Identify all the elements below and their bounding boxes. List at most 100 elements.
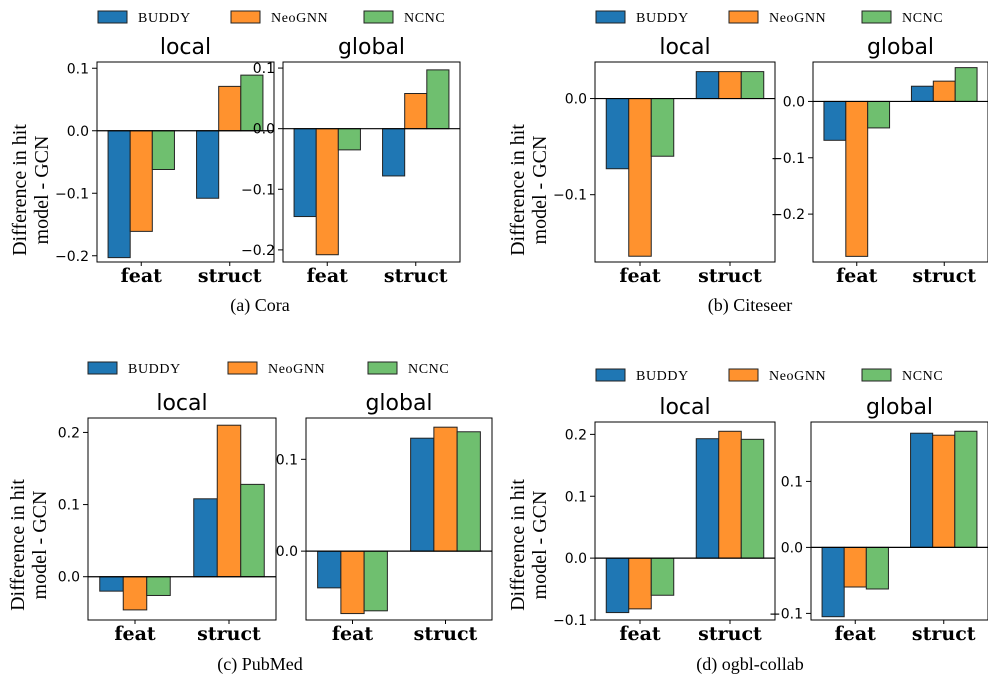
- panel-local: local 0.2 0.1 0.0 −0.1 feat struct: [553, 395, 776, 645]
- legend-swatch: [861, 368, 892, 382]
- bar-buddy-feat: [99, 576, 124, 592]
- y-tick-label: 0.1: [781, 474, 803, 490]
- legend-swatch: [227, 361, 258, 375]
- y-tick-label: −0.1: [769, 606, 803, 622]
- y-tick-label: 0.1: [58, 498, 80, 514]
- y-axis-label-line: Difference in hit: [507, 124, 529, 256]
- legend-swatch: [861, 10, 892, 24]
- bar-ncnc-struct: [740, 71, 765, 100]
- legend-swatch: [367, 361, 398, 375]
- legend-swatch: [230, 10, 261, 24]
- legend-label: BUDDY: [636, 369, 689, 384]
- y-axis-label-line: Difference in hit: [7, 479, 29, 611]
- bar-neognn-struct: [718, 71, 742, 100]
- panel-global: global 0.0 −0.1 −0.2 feat struct: [771, 35, 988, 287]
- bar-ncnc-feat: [865, 546, 889, 590]
- axes-frame: [87, 417, 277, 621]
- y-tick-label: −0.2: [241, 243, 275, 259]
- panel-title: local: [156, 391, 207, 416]
- x-tick-label: feat: [619, 623, 661, 645]
- bar-neognn-struct: [433, 426, 458, 552]
- legend-swatch: [97, 10, 128, 24]
- y-tick-label: 0.0: [565, 92, 587, 108]
- bar-buddy-struct: [695, 71, 720, 100]
- y-tick-label: 0.2: [58, 425, 80, 441]
- x-tick-label: feat: [121, 265, 163, 287]
- bar-neognn-struct: [932, 80, 956, 102]
- bar-ncnc-feat: [146, 576, 171, 596]
- axes-frame: [305, 417, 493, 621]
- bar-buddy-struct: [910, 432, 934, 548]
- y-axis-label-line: Difference in hit: [9, 124, 31, 256]
- x-tick-label: struct: [198, 265, 262, 287]
- bar-neognn-feat: [122, 576, 148, 611]
- legend-label: BUDDY: [138, 11, 191, 26]
- bar-buddy-struct: [695, 438, 720, 559]
- y-tick-label: 0.0: [253, 122, 275, 138]
- x-tick-label: feat: [619, 265, 661, 287]
- bar-buddy-feat: [107, 130, 131, 259]
- legend-swatch: [595, 368, 626, 382]
- legend-swatch: [728, 368, 759, 382]
- y-tick-label: 0.0: [781, 540, 803, 556]
- subfigure-2: BUDDY NeoGNN NCNC Difference in hitmodel - …: [7, 361, 493, 675]
- bar-neognn-struct: [932, 434, 956, 548]
- bar-neognn-feat: [628, 98, 652, 257]
- y-tick-label: −0.1: [241, 182, 275, 198]
- bar-ncnc-feat: [650, 98, 675, 157]
- axes-frame: [810, 421, 988, 621]
- figure-caption: (d) ogbl-collab: [696, 654, 803, 675]
- y-tick-label: −0.2: [771, 207, 805, 223]
- axes-frame: [282, 61, 461, 263]
- subfigure-0: BUDDY NeoGNN NCNC Difference in hitmodel - …: [9, 10, 461, 316]
- y-axis-label-line: model - GCN: [29, 491, 51, 600]
- x-tick-label: feat: [332, 623, 374, 645]
- x-tick-label: feat: [114, 623, 156, 645]
- y-tick-label: 0.0: [276, 544, 298, 560]
- bar-buddy-feat: [293, 128, 317, 218]
- y-tick-label: −0.1: [553, 188, 587, 204]
- bar-ncnc-struct: [426, 69, 450, 130]
- bar-neognn-struct: [216, 424, 242, 578]
- y-axis-label: Difference in hitmodel - GCN: [507, 479, 551, 611]
- legend-label: NCNC: [404, 11, 445, 26]
- bar-ncnc-struct: [240, 483, 265, 578]
- panel-title: local: [659, 395, 710, 420]
- bar-neognn-struct: [218, 85, 242, 132]
- legend-label: BUDDY: [128, 362, 181, 377]
- bar-ncnc-struct: [954, 67, 978, 102]
- legend-label: NeoGNN: [271, 11, 328, 26]
- y-tick-label: −0.1: [771, 151, 805, 167]
- figure-caption: (b) Citeseer: [708, 295, 792, 316]
- bar-ncnc-feat: [151, 130, 175, 170]
- panel-global: global 0.1 0.0 feat struct: [276, 391, 493, 645]
- legend-label: NCNC: [408, 362, 449, 377]
- legend-swatch: [87, 361, 118, 375]
- bar-ncnc-struct: [456, 431, 481, 552]
- bar-buddy-feat: [823, 100, 847, 141]
- x-tick-label: struct: [197, 623, 261, 645]
- panel-title: global: [866, 395, 933, 420]
- y-tick-label: 0.1: [276, 452, 298, 468]
- legend-label: NCNC: [902, 369, 943, 384]
- x-tick-label: feat: [835, 623, 877, 645]
- legend-label: NeoGNN: [769, 369, 826, 384]
- x-tick-label: feat: [307, 265, 349, 287]
- y-axis-label: Difference in hitmodel - GCN: [7, 479, 51, 611]
- y-tick-label: 0.0: [783, 94, 805, 110]
- bar-ncnc-struct: [740, 438, 765, 559]
- panel-title: global: [365, 391, 432, 416]
- x-tick-label: struct: [698, 265, 762, 287]
- y-tick-label: −0.1: [55, 186, 89, 202]
- y-axis-label-line: model - GCN: [529, 136, 551, 245]
- bar-buddy-feat: [821, 546, 845, 618]
- y-axis-label: Difference in hitmodel - GCN: [507, 124, 551, 256]
- legend-label: BUDDY: [636, 11, 689, 26]
- y-axis-label: Difference in hitmodel - GCN: [9, 124, 53, 256]
- y-tick-label: 0.1: [67, 61, 89, 77]
- bar-ncnc-feat: [363, 550, 388, 612]
- bar-neognn-feat: [129, 130, 153, 232]
- bar-buddy-struct: [196, 130, 220, 199]
- y-axis-label-line: Difference in hit: [507, 479, 529, 611]
